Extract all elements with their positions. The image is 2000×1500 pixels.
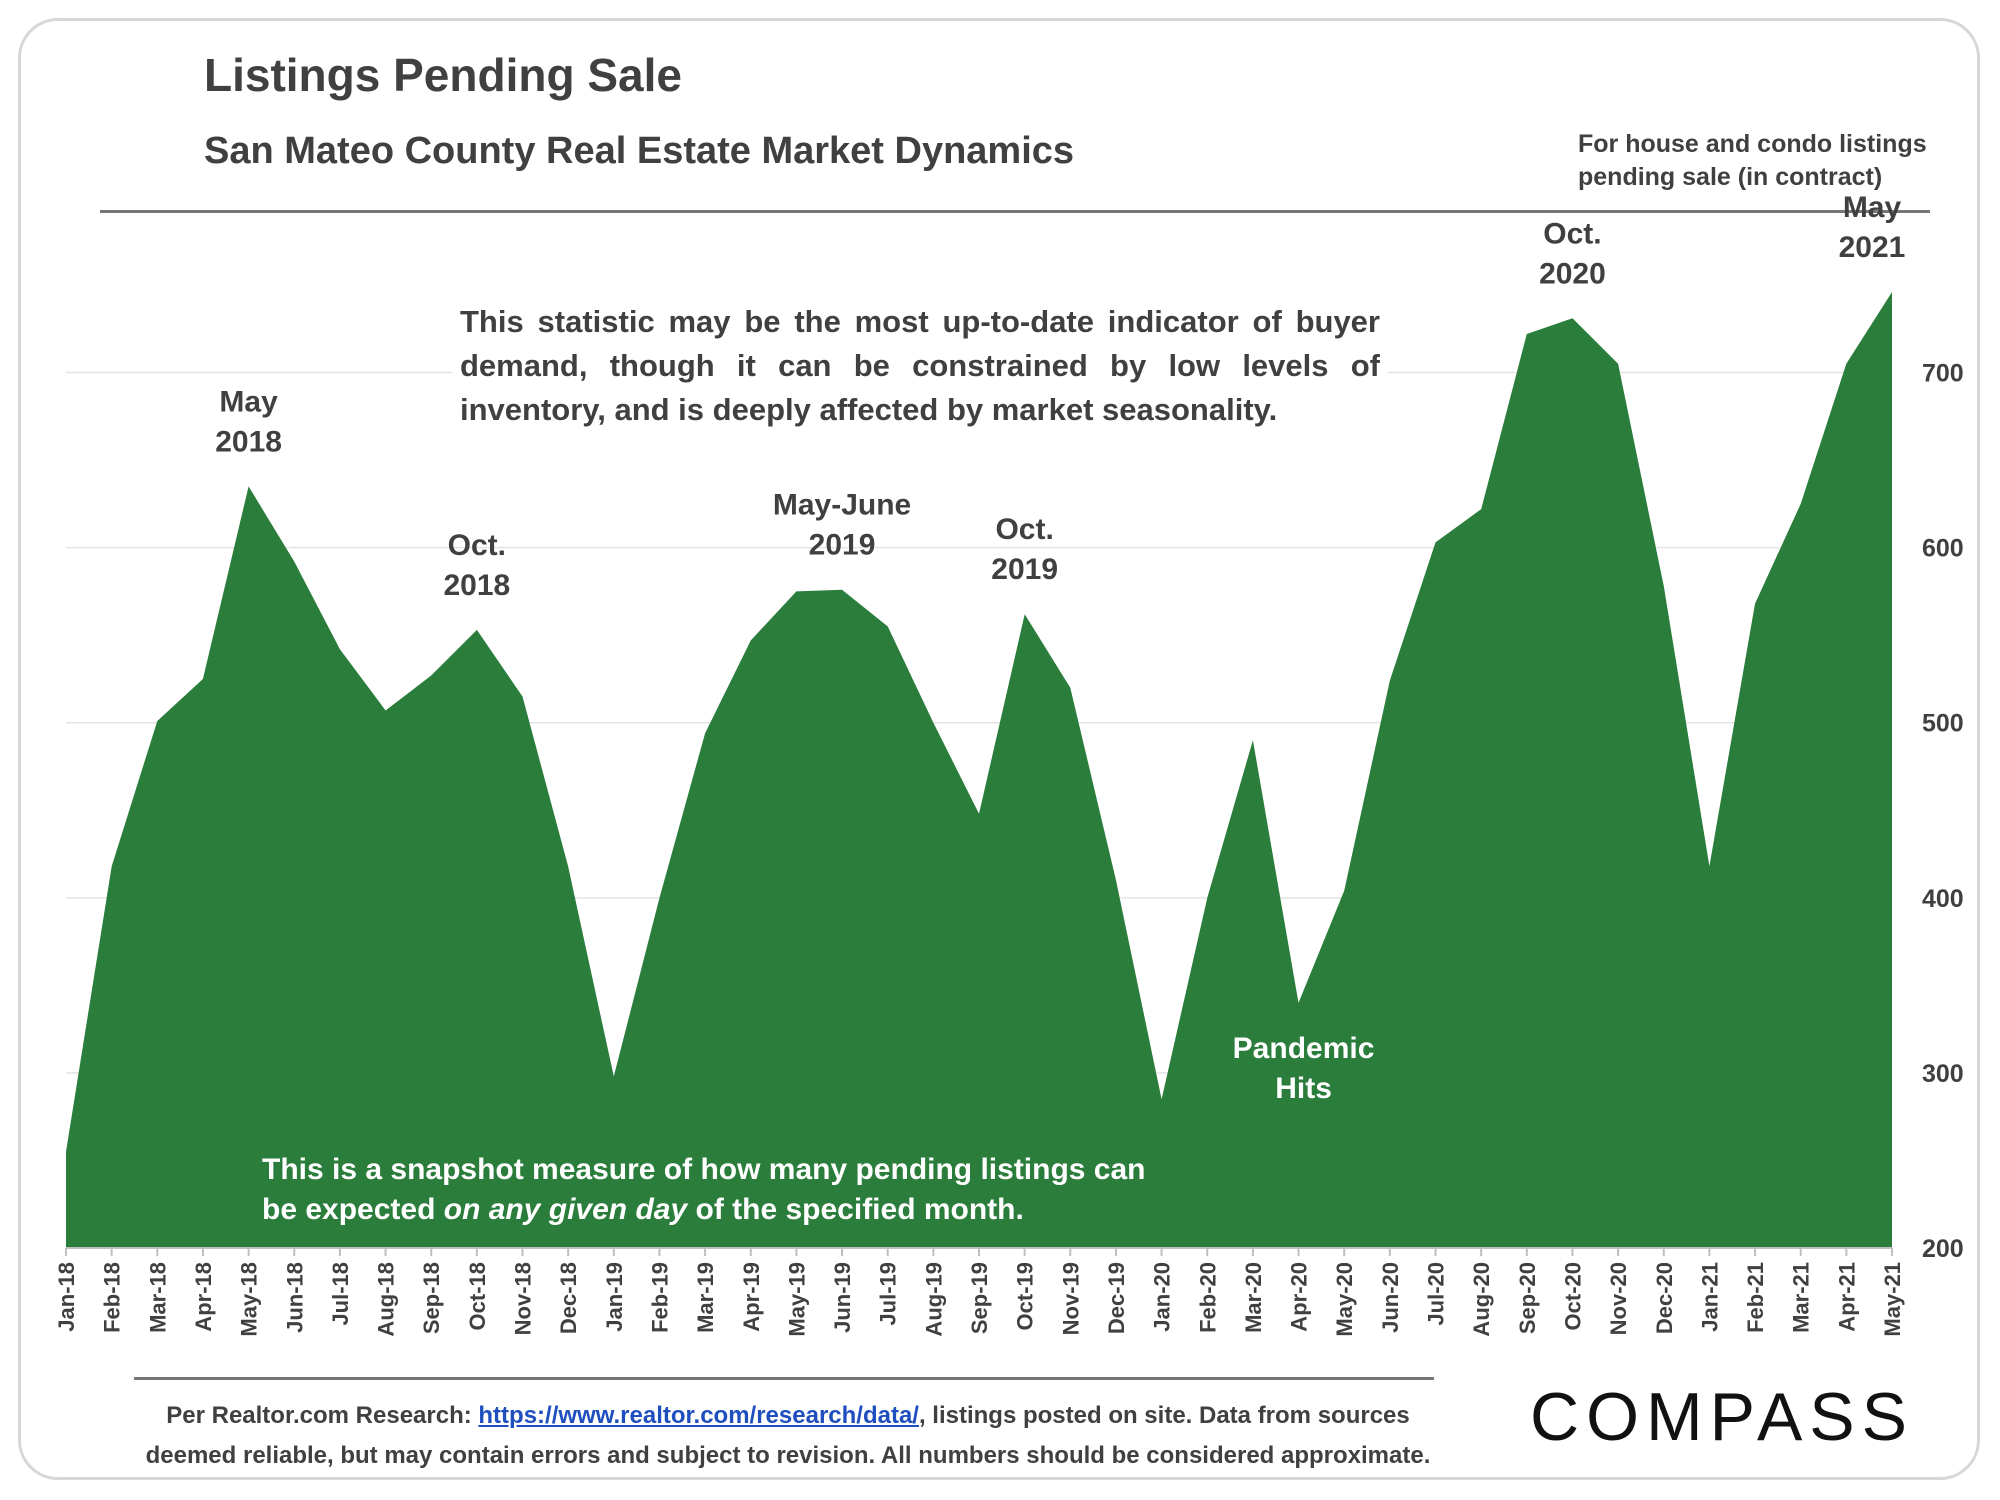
x-tick-label: May-21 — [1880, 1262, 1905, 1337]
y-tick-label: 600 — [1922, 535, 1964, 563]
x-tick-label: May-20 — [1332, 1262, 1357, 1337]
x-tick-label: Jun-19 — [830, 1262, 855, 1333]
x-tick-label: Mar-18 — [145, 1262, 170, 1333]
page-title: Listings Pending Sale — [204, 49, 682, 101]
compass-logo: COMPASS — [1530, 1379, 1915, 1455]
annotation-label: 2019 — [809, 529, 876, 562]
x-tick-label: Jan-20 — [1150, 1262, 1175, 1332]
x-axis: Jan-18 Feb-18 Mar-18 Apr-18 May-18 Jun-18 Jul-… — [54, 1247, 1905, 1337]
annotation-label: 2021 — [1839, 231, 1906, 264]
x-tick-label: May-19 — [784, 1262, 809, 1337]
x-tick-label: Apr-18 — [191, 1262, 216, 1332]
x-tick-label: Jan-21 — [1697, 1262, 1722, 1332]
annotation-label: Oct. — [1543, 217, 1601, 250]
source-link[interactable]: https://www.realtor.com/research/data/ — [478, 1402, 919, 1429]
x-tick-label: Aug-20 — [1469, 1262, 1494, 1337]
x-tick-label: Apr-20 — [1287, 1262, 1312, 1332]
x-tick-label: Jul-18 — [328, 1262, 353, 1326]
page-subtitle: San Mateo County Real Estate Market Dyna… — [204, 130, 1075, 172]
area-series — [65, 291, 1893, 1248]
y-tick-label: 700 — [1922, 360, 1964, 388]
x-tick-label: Jul-19 — [876, 1262, 901, 1326]
annotation-label: May — [219, 385, 278, 418]
side-note: For house and condo listings pending sal… — [1578, 130, 1927, 191]
x-tick-label: Apr-21 — [1834, 1262, 1859, 1332]
x-tick-label: Oct-19 — [1013, 1262, 1038, 1330]
annotation-label: Pandemic — [1233, 1032, 1375, 1065]
snapshot-text-emphasis: on any given day — [443, 1193, 688, 1226]
annotation-label: May — [1843, 191, 1902, 224]
x-tick-label: Jan-18 — [54, 1262, 79, 1332]
x-tick-label: Nov-20 — [1606, 1262, 1631, 1335]
x-tick-label: Feb-21 — [1743, 1262, 1768, 1333]
annotation-label: 2018 — [443, 569, 510, 602]
x-tick-label: Nov-18 — [511, 1262, 536, 1335]
y-tick-label: 300 — [1922, 1060, 1964, 1088]
x-tick-label: Apr-19 — [739, 1262, 764, 1332]
x-tick-label: Jun-20 — [1378, 1262, 1403, 1333]
x-tick-label: Sep-19 — [967, 1262, 992, 1334]
x-tick-label: Nov-19 — [1058, 1262, 1083, 1335]
x-tick-label: Oct-20 — [1560, 1262, 1585, 1330]
x-tick-label: Aug-19 — [921, 1262, 946, 1337]
statistic-note: This statistic may be the most up-to-dat… — [452, 296, 1388, 436]
x-tick-label: May-18 — [237, 1262, 262, 1337]
snapshot-note: This is a snapshot measure of how many p… — [262, 1150, 1162, 1230]
annotation-label: May-June — [773, 489, 911, 522]
annotation-label: Hits — [1275, 1072, 1332, 1105]
x-tick-label: Feb-18 — [100, 1262, 125, 1333]
x-tick-label: Mar-21 — [1789, 1262, 1814, 1333]
y-axis: 200 300 400 500 600 700 — [1922, 360, 1964, 1263]
y-tick-label: 200 — [1922, 1235, 1964, 1263]
x-tick-label: Dec-19 — [1104, 1262, 1129, 1334]
annotation-label: 2018 — [215, 425, 282, 458]
annotation-label: 2019 — [991, 553, 1058, 586]
header-divider — [100, 210, 1930, 213]
x-tick-label: Mar-19 — [693, 1262, 718, 1333]
x-tick-label: Jan-19 — [602, 1262, 627, 1332]
snapshot-text-b: of the specified month. — [687, 1193, 1024, 1226]
snapshot-text-a: This is a snapshot measure of how many p… — [262, 1153, 1146, 1226]
x-tick-label: Dec-20 — [1652, 1262, 1677, 1334]
footer-divider — [134, 1377, 1434, 1380]
x-tick-label: Sep-18 — [419, 1262, 444, 1334]
y-tick-label: 500 — [1922, 710, 1964, 738]
x-tick-label: Sep-20 — [1515, 1262, 1540, 1334]
y-tick-label: 400 — [1922, 885, 1964, 913]
annotations: May 2018 Oct. 2018 May-June 2019 Oct. 2019 Oct. 2… — [215, 191, 1905, 1105]
x-tick-label: Aug-18 — [374, 1262, 399, 1337]
x-tick-label: Jul-20 — [1424, 1262, 1449, 1326]
x-tick-label: Feb-19 — [647, 1262, 672, 1333]
source-suffix: , listings posted on site. Data from sou… — [145, 1402, 1431, 1469]
annotation-label: 2020 — [1539, 257, 1606, 290]
annotation-label: Oct. — [448, 529, 506, 562]
x-tick-label: Oct-18 — [465, 1262, 490, 1330]
source-prefix: Per Realtor.com Research: — [166, 1402, 479, 1429]
x-tick-label: Feb-20 — [1195, 1262, 1220, 1333]
x-tick-label: Mar-20 — [1241, 1262, 1266, 1333]
annotation-label: Oct. — [995, 513, 1053, 546]
area-fill — [66, 292, 1892, 1248]
source-note: Per Realtor.com Research: https://www.re… — [128, 1396, 1448, 1476]
x-tick-label: Jun-18 — [282, 1262, 307, 1333]
x-tick-label: Dec-18 — [556, 1262, 581, 1334]
